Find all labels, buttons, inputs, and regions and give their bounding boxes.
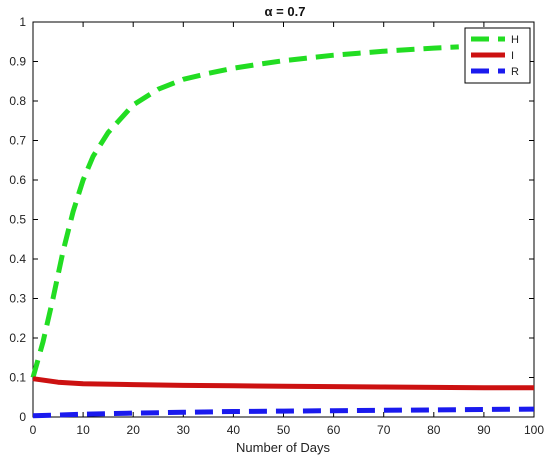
y-axis: 0 0.1 0.2 0.3 0.4 0.5 0.6 0.7 0.8 0.9 1	[9, 15, 534, 424]
y-tick-label: 0.1	[9, 371, 26, 385]
x-tick-label: 90	[477, 423, 491, 437]
y-tick-label: 0.6	[9, 173, 26, 187]
y-tick-label: 0.2	[9, 331, 26, 345]
x-tick-label: 0	[30, 423, 37, 437]
x-tick-label: 30	[177, 423, 191, 437]
series-line-r	[32, 406, 535, 419]
legend-label-i: I	[511, 50, 514, 62]
x-tick-label: 50	[277, 423, 291, 437]
x-tick-label: 20	[127, 423, 141, 437]
y-tick-label: 0.7	[9, 134, 26, 148]
series-line-i	[32, 376, 534, 391]
x-tick-label: 60	[327, 423, 341, 437]
y-tick-label: 0	[19, 410, 26, 424]
x-tick-label: 70	[377, 423, 391, 437]
legend: HIR	[464, 27, 531, 84]
series-line-h	[30, 44, 459, 379]
series-layer	[30, 44, 535, 419]
x-tick-label: 10	[76, 423, 90, 437]
y-tick-label: 0.5	[9, 213, 26, 227]
chart-title: α = 0.7	[265, 4, 306, 19]
y-tick-label: 1	[19, 15, 26, 29]
legend-label-h: H	[511, 34, 519, 46]
x-axis: 0 10 20 30 40 50 60 70 80 90 100	[30, 22, 544, 437]
y-tick-label: 0.9	[9, 55, 26, 69]
y-tick-label: 0.4	[9, 252, 26, 266]
x-tick-label: 80	[427, 423, 441, 437]
y-tick-label: 0.3	[9, 292, 26, 306]
x-tick-label: 40	[227, 423, 241, 437]
x-tick-label: 100	[524, 423, 544, 437]
plot-area	[32, 21, 535, 418]
y-tick-label: 0.8	[9, 94, 26, 108]
x-axis-label: Number of Days	[236, 440, 330, 455]
legend-label-r: R	[511, 66, 519, 78]
